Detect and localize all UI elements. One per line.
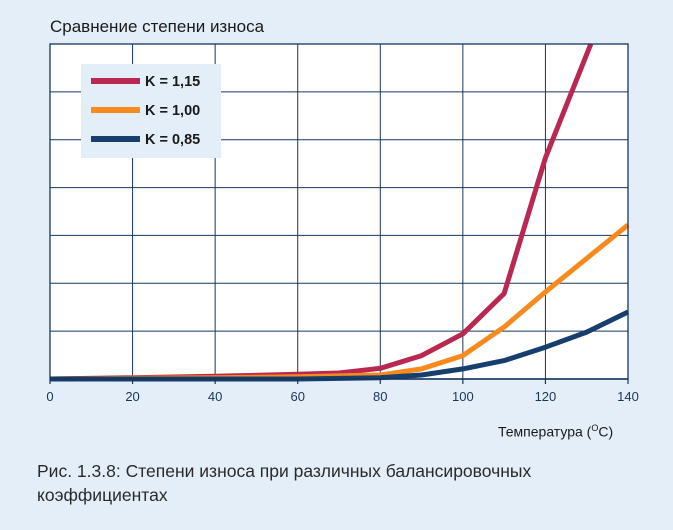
x-tick-label: 60 — [290, 389, 304, 404]
x-tick-label: 20 — [125, 389, 139, 404]
grid — [50, 44, 628, 379]
legend-label-1: K = 1,15 — [145, 74, 200, 90]
x-tick-label: 0 — [46, 389, 53, 404]
chart-title: Сравнение степени износа — [50, 17, 265, 36]
legend: K = 1,15 K = 1,00 K = 0,85 — [81, 64, 221, 158]
x-tick-label: 120 — [535, 389, 557, 404]
x-tick-label: 80 — [373, 389, 387, 404]
x-tick-label: 140 — [617, 389, 639, 404]
x-tick-label: 40 — [208, 389, 222, 404]
legend-label-2: K = 1,00 — [145, 103, 200, 119]
x-ticks: 0 20 40 60 80 100 120 140 — [46, 379, 639, 404]
legend-label-3: K = 0,85 — [145, 132, 200, 148]
x-tick-label: 100 — [452, 389, 474, 404]
x-axis-label: Температура (OC) — [498, 423, 614, 440]
figure-caption: Рис. 1.3.8: Степени износа при различных… — [37, 461, 532, 505]
